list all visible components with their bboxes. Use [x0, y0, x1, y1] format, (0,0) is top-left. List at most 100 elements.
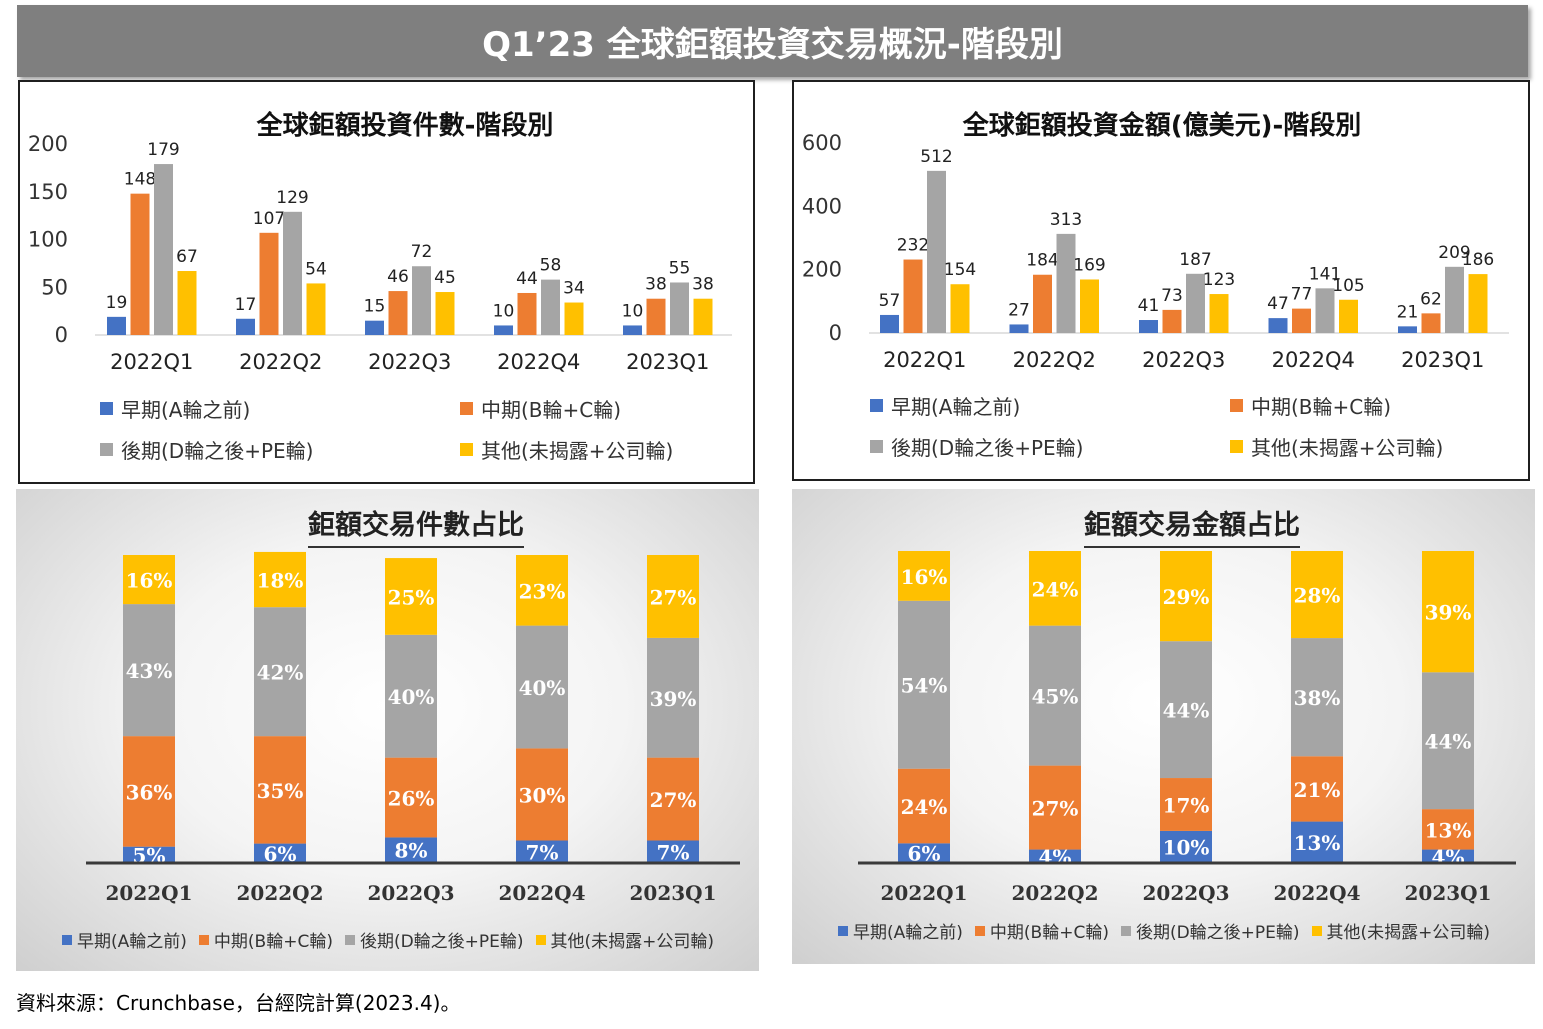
bar — [693, 298, 713, 335]
data-label: 54% — [901, 674, 948, 698]
data-label: 35% — [257, 779, 304, 803]
page-title: Q1’23 全球鉅額投資交易概況-階段別 — [17, 5, 1528, 77]
x-tick-label: 2022Q1 — [105, 881, 192, 905]
stacked-segment — [1029, 551, 1081, 626]
data-label: 62 — [1420, 289, 1442, 309]
legend-swatch — [100, 402, 113, 415]
legend-label: 後期(D輪之後+PE輪) — [359, 932, 524, 952]
x-tick-label: 2022Q2 — [236, 881, 323, 905]
data-label: 19 — [106, 293, 128, 313]
x-tick-label: 2022Q1 — [110, 350, 193, 374]
legend-item-late: 後期(D輪之後+PE輪) — [870, 432, 1230, 461]
deal-amount-bar-chart: 全球鉅額投資金額(億美元)-階段別 0 200 400 600 57 232 512 154 20… — [802, 110, 1509, 372]
bar — [1139, 320, 1158, 333]
data-label: 18% — [257, 569, 304, 593]
bar — [1398, 326, 1417, 333]
x-tick-label: 2022Q1 — [883, 348, 966, 372]
data-label: 30% — [519, 783, 566, 807]
x-tick-label: 2022Q2 — [239, 350, 322, 374]
x-tick-label: 2022Q3 — [1142, 881, 1229, 905]
legend-label: 後期(D輪之後+PE輪) — [891, 436, 1084, 460]
data-label: 38% — [1294, 686, 1341, 710]
legend-item-mid: 中期(B輪+C輪) — [198, 927, 333, 952]
data-label: 187 — [1179, 250, 1211, 270]
bar — [903, 259, 923, 333]
data-label: 186 — [1462, 250, 1494, 270]
x-tick-label: 2022Q1 — [880, 881, 967, 905]
legend-label: 早期(A輪之前) — [77, 932, 187, 952]
bar — [1421, 313, 1441, 333]
data-label: 24% — [1032, 577, 1079, 601]
legend-item-other: 其他(未揭露+公司輪) — [1311, 918, 1490, 943]
bar — [1056, 233, 1076, 333]
y-tick-label: 100 — [28, 228, 68, 252]
stacked-segment — [1291, 821, 1343, 862]
bar — [1315, 288, 1335, 333]
legend-swatch — [535, 934, 546, 945]
bar — [177, 271, 197, 335]
bar — [365, 320, 384, 335]
legend-item-early: 早期(A輪之前) — [838, 918, 963, 943]
legend-swatch — [100, 443, 113, 456]
legend-swatch — [198, 934, 209, 945]
data-label: 54 — [305, 259, 327, 279]
stacked-segment — [647, 637, 699, 758]
legend-swatch — [344, 934, 355, 945]
data-label: 141 — [1309, 264, 1341, 284]
bar — [1268, 318, 1288, 333]
data-label: 23% — [519, 579, 566, 603]
stacked-segment — [123, 846, 175, 862]
data-label: 169 — [1073, 255, 1105, 275]
bar — [1186, 273, 1205, 333]
stacked-segment — [647, 840, 699, 862]
bar — [927, 170, 946, 333]
x-tick-label: 2023Q1 — [629, 881, 716, 905]
y-tick-label: 200 — [28, 132, 68, 156]
chart-legend: 早期(A輪之前) 中期(B輪+C輪) 後期(D輪之後+PE輪) 其他(未揭露+公… — [100, 394, 720, 464]
chart-title: 全球鉅額投資件數-階段別 — [256, 110, 554, 141]
legend-swatch — [460, 402, 473, 415]
bar — [236, 318, 255, 335]
bar — [1209, 294, 1229, 333]
chart-title: 鉅額交易件數占比 — [308, 503, 524, 548]
chart-panel-amount-share: 鉅額交易金額占比 6% 24% 54% 16% 2022Q1 4% 27% 45% 24% 202… — [792, 489, 1535, 964]
bar — [130, 193, 150, 335]
bar — [517, 292, 537, 335]
stacked-segment — [1422, 849, 1474, 862]
data-label: 7% — [657, 840, 690, 864]
data-label: 16% — [126, 569, 173, 593]
stacked-segment — [898, 600, 950, 769]
chart-legend: 早期(A輪之前) 中期(B輪+C輪) 後期(D輪之後+PE輪) 其他(未揭露+公… — [838, 918, 1490, 943]
legend-label: 其他(未揭露+公司輪) — [1251, 436, 1444, 460]
data-label: 45% — [1032, 685, 1079, 709]
stacked-segment — [1160, 830, 1212, 862]
bar — [564, 302, 584, 335]
data-label: 39% — [650, 687, 697, 711]
bar — [1033, 274, 1052, 333]
data-label: 34 — [563, 279, 585, 299]
chart-legend: 早期(A輪之前) 中期(B輪+C輪) 後期(D輪之後+PE輪) 其他(未揭露+公… — [870, 391, 1490, 461]
legend-swatch — [1230, 399, 1243, 412]
stacked-segment — [516, 625, 568, 749]
x-tick-label: 2022Q2 — [1011, 881, 1098, 905]
legend-item-mid: 中期(B輪+C輪) — [460, 394, 720, 423]
y-tick-label: 150 — [28, 180, 68, 204]
legend-label: 其他(未揭露+公司輪) — [550, 932, 715, 952]
stacked-segment — [123, 736, 175, 847]
chart-panel-count-share: 鉅額交易件數占比 5% 36% 43% 16% 2022Q1 6% 35% 42% 18% 202… — [16, 489, 759, 971]
data-label: 154 — [944, 260, 976, 280]
data-label: 313 — [1050, 210, 1082, 230]
stacked-segment — [1029, 765, 1081, 850]
y-tick-label: 0 — [829, 321, 842, 345]
data-label: 209 — [1438, 243, 1470, 263]
bar — [1009, 324, 1029, 333]
bar — [306, 283, 326, 335]
data-label: 43% — [126, 659, 173, 683]
bar — [950, 284, 970, 333]
bar — [107, 316, 126, 335]
legend-item-mid: 中期(B輪+C輪) — [974, 918, 1109, 943]
data-label: 72 — [411, 242, 433, 262]
data-label: 36% — [126, 780, 173, 804]
data-label: 10 — [493, 301, 515, 321]
data-label: 41 — [1138, 296, 1160, 316]
